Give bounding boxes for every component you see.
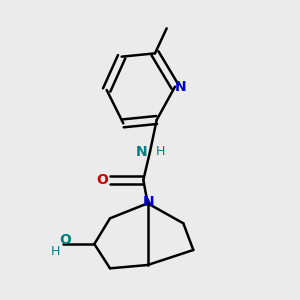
Text: N: N (143, 195, 154, 209)
Text: O: O (59, 233, 71, 247)
Text: H: H (50, 245, 60, 258)
Text: N: N (175, 80, 187, 94)
Text: N: N (136, 145, 148, 159)
Text: H: H (155, 145, 165, 158)
Text: O: O (97, 173, 109, 187)
